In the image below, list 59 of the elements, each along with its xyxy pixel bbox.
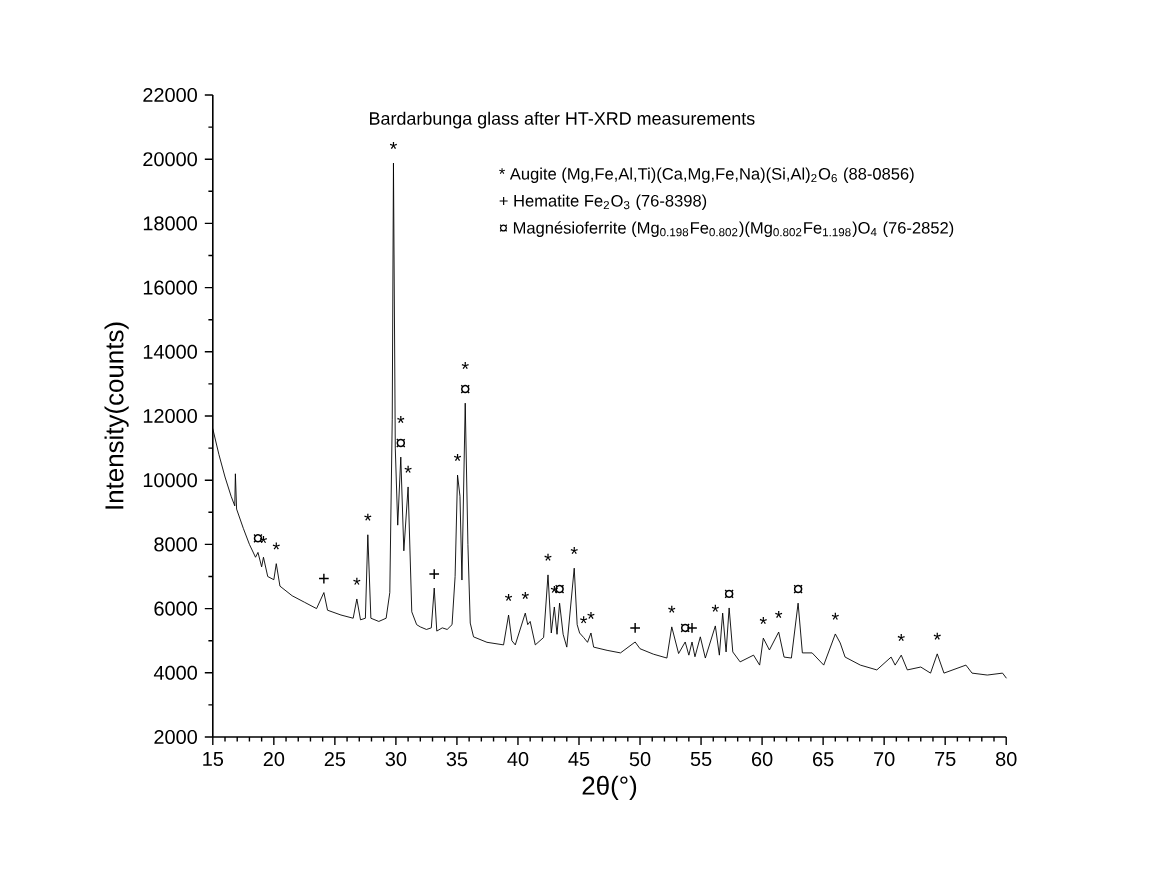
annotation: * — [397, 415, 405, 423]
annotation: * — [544, 553, 552, 561]
x-tick-label: 55 — [690, 752, 712, 766]
text: Bardarbunga glass after HT-XRD measurements — [370, 111, 755, 129]
annotation: * — [668, 605, 676, 613]
y-axis-title: Intensity(counts) — [104, 322, 129, 509]
y-tick-label: 18000 — [143, 216, 197, 231]
x-axis-title: 2θ(°) — [582, 775, 637, 800]
annotation: * — [404, 465, 412, 473]
annotation: ¤ — [724, 589, 734, 599]
x-tick-label: 65 — [813, 752, 834, 767]
annotation: * — [711, 604, 719, 612]
annotation: * — [389, 141, 398, 149]
y-tick-label: 4000 — [153, 665, 197, 680]
y-tick-label: 2000 — [154, 729, 197, 745]
annotation: * — [570, 547, 578, 555]
x-tick-label: 30 — [385, 752, 407, 767]
x-tick-label: 35 — [446, 752, 468, 767]
annotation: * — [504, 593, 513, 601]
annotation: * — [453, 453, 462, 461]
annotation: ¤ — [396, 438, 406, 448]
y-tick-label: 14000 — [143, 344, 197, 359]
annotation: + Hematite Fe$_{2}$O$_{3}$ (76-8398) — [499, 194, 707, 210]
annotation: * — [759, 617, 767, 625]
y-tick-label: 20000 — [143, 152, 197, 167]
x-tick-label: 15 — [203, 752, 224, 766]
y-tick-label: 22000 — [143, 87, 197, 103]
x-tick-label: 45 — [568, 752, 590, 766]
x-tick-label: 70 — [874, 752, 895, 767]
x-tick-label: 40 — [507, 752, 529, 767]
y-tick-label: 10000 — [143, 473, 197, 488]
x-tick-label: 80 — [996, 752, 1017, 767]
annotation: + — [429, 569, 440, 579]
annotation: * — [775, 610, 783, 618]
y-tick-label: 6000 — [154, 601, 197, 616]
y-tick-label: 12000 — [143, 408, 197, 424]
annotation: * — [461, 362, 469, 370]
x-tick-label: 60 — [752, 752, 773, 767]
annotation: * Augite (Mg,Fe,Al,Ti)(Ca,Mg,Fe,Na)(Si,Al)$_{2}$O$_{6}$ (88-0856) — [499, 167, 914, 183]
y-tick-label: 8000 — [154, 537, 197, 552]
annotation: * — [364, 513, 372, 521]
annotation: + — [630, 623, 640, 633]
x-tick-label: 25 — [324, 752, 346, 767]
annotation: * — [353, 577, 361, 585]
annotation: * — [272, 542, 280, 550]
text: ¤ Magnésioferrite (Mg$_{0.198}$Fe$_{0.802}$)(Mg$_{0.802}$Fe$_{1.198}$)O$_{4}$ (76-2852) — [499, 221, 954, 237]
annotation: ¤ — [793, 584, 803, 594]
annotation: * — [587, 611, 595, 619]
x-tick-label: 50 — [629, 752, 651, 767]
y-tick-label: 16000 — [143, 280, 197, 295]
annotation: * — [831, 612, 839, 620]
annotation: * — [580, 616, 588, 624]
annotation: + — [319, 573, 329, 584]
annotation: ¤ — [460, 384, 470, 394]
annotation: * — [897, 634, 905, 642]
x-tick-label: 20 — [263, 752, 285, 767]
x-tick-label: 75 — [935, 752, 956, 766]
annotation: * — [521, 591, 529, 599]
annotation: * — [933, 632, 941, 640]
